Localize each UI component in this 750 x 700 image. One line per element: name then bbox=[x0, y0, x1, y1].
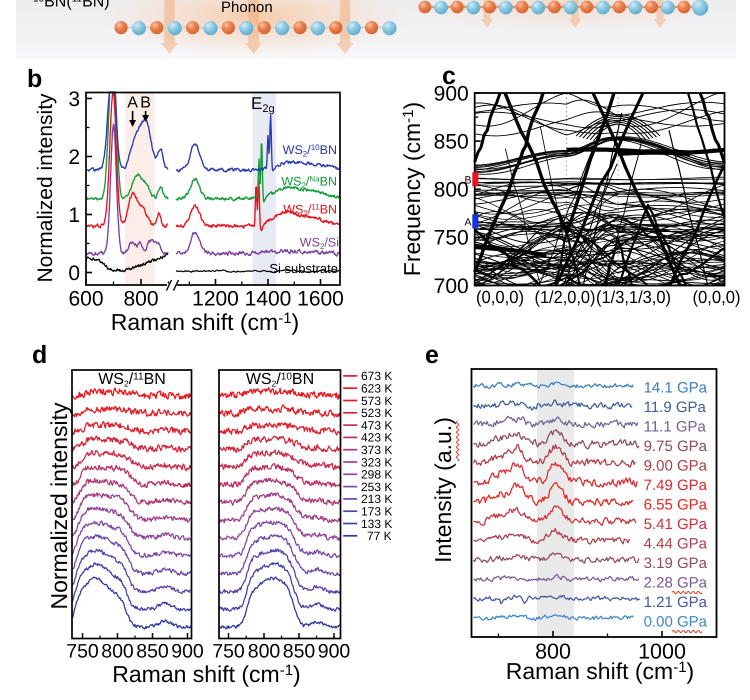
svg-text:3: 3 bbox=[68, 88, 80, 111]
svg-text:1.21 GPa: 1.21 GPa bbox=[644, 594, 708, 611]
svg-text:Normalized intensity: Normalized intensity bbox=[46, 402, 72, 610]
svg-text:7.49 GPa: 7.49 GPa bbox=[644, 477, 708, 494]
svg-text:Frequency (cm-1): Frequency (cm-1) bbox=[399, 102, 425, 276]
svg-text:A: A bbox=[127, 95, 138, 112]
svg-text:WS2/10BN: WS2/10BN bbox=[283, 143, 337, 159]
svg-text:173 K: 173 K bbox=[361, 505, 392, 519]
svg-text:673 K: 673 K bbox=[361, 369, 392, 383]
svg-text:Raman shift (cm-1): Raman shift (cm-1) bbox=[506, 658, 694, 684]
svg-text:1000: 1000 bbox=[638, 640, 686, 664]
svg-text:323 K: 323 K bbox=[361, 455, 392, 469]
svg-text:1200: 1200 bbox=[192, 288, 239, 311]
svg-text:900: 900 bbox=[318, 641, 351, 663]
svg-text:800: 800 bbox=[248, 641, 281, 663]
svg-text:3.19 GPa: 3.19 GPa bbox=[644, 555, 708, 572]
svg-text:900: 900 bbox=[434, 82, 469, 105]
svg-text:1400: 1400 bbox=[245, 288, 292, 311]
svg-text:1600: 1600 bbox=[297, 288, 344, 311]
svg-text:Intensity (a.u.): Intensity (a.u.) bbox=[430, 417, 456, 563]
svg-text:Phonon: Phonon bbox=[221, 0, 273, 16]
svg-text:850: 850 bbox=[136, 641, 169, 663]
svg-text:850: 850 bbox=[283, 641, 316, 663]
svg-text:77 K: 77 K bbox=[367, 529, 392, 543]
svg-text:700: 700 bbox=[434, 275, 469, 298]
svg-text:600: 600 bbox=[68, 288, 103, 311]
svg-text:c: c bbox=[442, 62, 456, 90]
svg-text:WS2/NaBN: WS2/NaBN bbox=[281, 175, 337, 191]
svg-text:9.00 GPa: 9.00 GPa bbox=[644, 458, 708, 475]
svg-text:0.00 GPa: 0.00 GPa bbox=[644, 614, 708, 631]
svg-text:800: 800 bbox=[123, 288, 158, 311]
svg-text:11.9 GPa: 11.9 GPa bbox=[644, 399, 707, 416]
svg-text:B: B bbox=[140, 95, 151, 112]
svg-text:750: 750 bbox=[66, 641, 99, 663]
svg-text:850: 850 bbox=[434, 130, 469, 153]
svg-text:14.1 GPa: 14.1 GPa bbox=[644, 379, 708, 396]
svg-text:800: 800 bbox=[434, 179, 469, 202]
svg-text:Si substrate: Si substrate bbox=[269, 261, 338, 276]
svg-text:10BN(11BN): 10BN(11BN) bbox=[33, 0, 110, 11]
svg-text:11.1 GPa: 11.1 GPa bbox=[644, 418, 707, 435]
svg-text:800: 800 bbox=[101, 641, 134, 663]
svg-text:573 K: 573 K bbox=[361, 394, 392, 408]
svg-text:800: 800 bbox=[535, 640, 571, 664]
svg-text:298 K: 298 K bbox=[361, 468, 392, 482]
svg-text:2.28 GPa: 2.28 GPa bbox=[644, 575, 708, 592]
svg-text:Normalized intensity: Normalized intensity bbox=[34, 93, 57, 283]
svg-text:WS2/11BN: WS2/11BN bbox=[283, 203, 337, 219]
svg-text:623 K: 623 K bbox=[361, 382, 392, 396]
svg-text:4.44 GPa: 4.44 GPa bbox=[644, 536, 708, 553]
svg-text:(0,0,0): (0,0,0) bbox=[693, 287, 741, 307]
svg-text:(1/3,1/3,0): (1/3,1/3,0) bbox=[596, 287, 671, 307]
svg-text:133 K: 133 K bbox=[361, 517, 392, 531]
svg-text:213 K: 213 K bbox=[361, 492, 392, 506]
svg-text:Raman shift (cm-1): Raman shift (cm-1) bbox=[112, 661, 300, 687]
svg-text:A: A bbox=[464, 217, 471, 229]
svg-text:(0,0,0): (0,0,0) bbox=[476, 287, 524, 307]
svg-text:Raman shift (cm-1): Raman shift (cm-1) bbox=[111, 309, 299, 335]
svg-text:5.41 GPa: 5.41 GPa bbox=[644, 516, 708, 533]
svg-text:(1/2,0,0): (1/2,0,0) bbox=[535, 287, 596, 307]
svg-text:WS2/Si: WS2/Si bbox=[300, 236, 339, 252]
svg-text:0: 0 bbox=[68, 262, 80, 285]
svg-text:b: b bbox=[27, 65, 42, 93]
svg-text:6.55 GPa: 6.55 GPa bbox=[644, 497, 708, 514]
svg-text:750: 750 bbox=[434, 227, 469, 250]
svg-text:373 K: 373 K bbox=[361, 443, 392, 457]
svg-text:1: 1 bbox=[68, 204, 80, 227]
svg-text:2: 2 bbox=[68, 146, 80, 169]
svg-text:523 K: 523 K bbox=[361, 406, 392, 420]
svg-text:e: e bbox=[425, 341, 439, 369]
svg-text:d: d bbox=[32, 341, 47, 369]
svg-text:B: B bbox=[464, 175, 471, 187]
svg-text:750: 750 bbox=[212, 641, 245, 663]
svg-text:473 K: 473 K bbox=[361, 418, 392, 432]
svg-text:900: 900 bbox=[171, 641, 204, 663]
svg-text:423 K: 423 K bbox=[361, 431, 392, 445]
svg-text:WS2/10BN: WS2/10BN bbox=[246, 371, 314, 389]
svg-text:253 K: 253 K bbox=[361, 480, 392, 494]
svg-text:WS2/11BN: WS2/11BN bbox=[98, 371, 166, 389]
svg-text:9.75 GPa: 9.75 GPa bbox=[644, 438, 708, 455]
